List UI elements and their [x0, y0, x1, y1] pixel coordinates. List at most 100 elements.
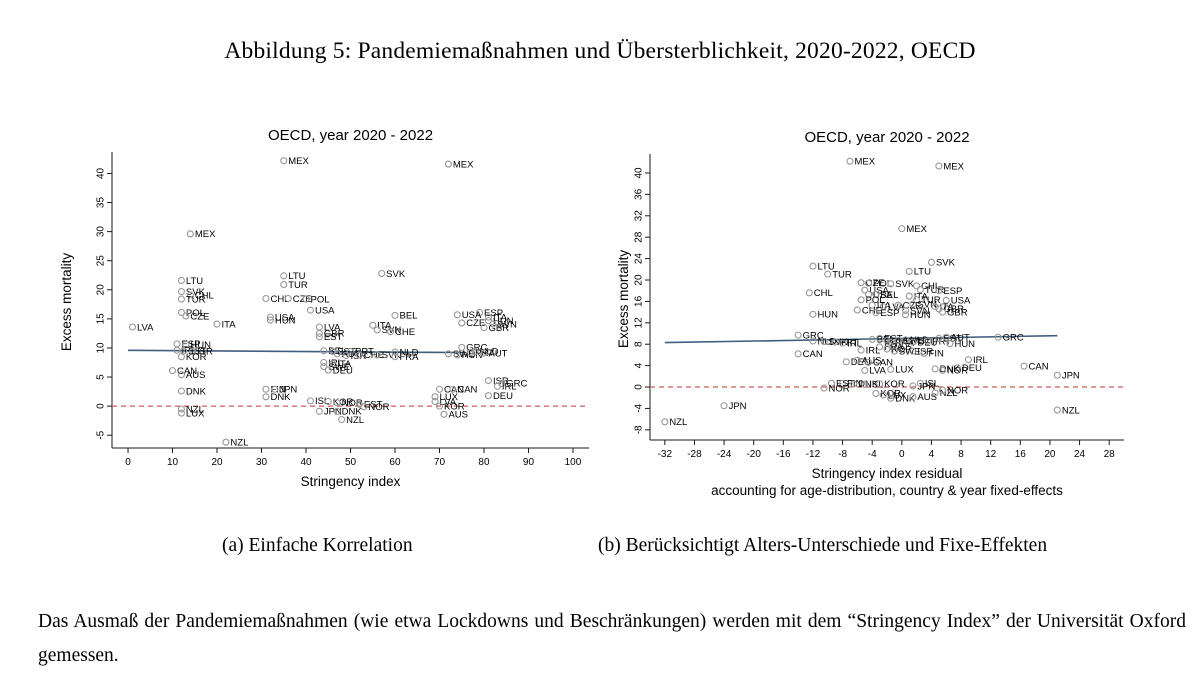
- data-point-marker: [905, 292, 913, 300]
- data-point-marker: [861, 380, 869, 388]
- data-point-marker: [916, 286, 924, 294]
- data-point-label: POL: [311, 294, 330, 305]
- x-tick-label: 28: [1104, 449, 1116, 460]
- data-point-marker: [935, 162, 943, 170]
- data-point-marker: [861, 286, 869, 294]
- data-point-label: KOR: [444, 401, 465, 412]
- data-point-marker: [484, 317, 492, 325]
- data-point-label: MEX: [943, 161, 964, 172]
- data-point-marker: [942, 333, 950, 341]
- data-point-marker: [484, 392, 492, 400]
- data-point-marker: [931, 389, 939, 397]
- data-point-label: DEU: [333, 365, 353, 376]
- data-point-marker: [909, 300, 917, 308]
- data-point-label: NLD: [480, 347, 499, 358]
- data-point-label: HUN: [275, 315, 296, 326]
- data-point-label: KOR: [884, 379, 905, 390]
- data-point-label: JPN: [1062, 371, 1080, 382]
- data-point-marker: [887, 365, 895, 373]
- data-point-label: MEX: [854, 157, 875, 168]
- data-point-label: AUS: [448, 410, 468, 421]
- data-point-label: BEL: [328, 346, 346, 357]
- data-point-label: ITA: [493, 312, 508, 323]
- data-point-label: TUR: [186, 294, 206, 305]
- y-tick-label: 20: [96, 284, 107, 296]
- data-point-label: EST: [324, 332, 343, 343]
- data-point-label: CZE: [903, 300, 922, 311]
- data-point-marker: [186, 230, 194, 238]
- data-point-marker: [315, 323, 323, 331]
- x-tick-label: -8: [838, 449, 847, 460]
- data-point-marker: [324, 366, 332, 374]
- data-point-marker: [355, 351, 363, 359]
- y-tick-label: 8: [634, 341, 645, 347]
- data-point-label: NOR: [342, 398, 363, 409]
- data-point-marker: [453, 311, 461, 319]
- data-point-marker: [839, 379, 847, 387]
- data-point-label: DEU: [962, 363, 982, 374]
- data-point-label: IRL: [847, 338, 862, 349]
- data-point-label: EST: [188, 346, 207, 357]
- y-tick-label: 5: [96, 374, 107, 380]
- data-point-marker: [458, 343, 466, 351]
- data-point-label: NOR: [829, 383, 850, 394]
- data-point-marker: [306, 306, 315, 314]
- data-point-marker: [916, 379, 924, 387]
- data-point-label: CHE: [862, 305, 882, 316]
- x-tick-label: 20: [1044, 449, 1056, 460]
- data-point-label: IRL: [502, 382, 517, 393]
- data-point-marker: [913, 296, 921, 304]
- data-point-marker: [1053, 371, 1061, 379]
- data-point-marker: [471, 347, 479, 355]
- y-tick-label: -8: [634, 425, 645, 434]
- data-point-marker: [315, 407, 323, 415]
- caption-a: (a) Einfache Korrelation: [222, 535, 413, 556]
- x-tick-label: 100: [565, 457, 582, 468]
- y-axis: -8 -4 0 4 8 12 16 20 24 28 32 36 40: [634, 154, 651, 440]
- data-point-marker: [1053, 406, 1061, 414]
- data-point-marker: [876, 380, 884, 388]
- data-point-marker: [182, 312, 190, 320]
- x-tick-label: 30: [256, 457, 268, 468]
- data-point-label: TUR: [925, 285, 945, 296]
- data-point-label: MEX: [453, 159, 474, 170]
- data-point-marker: [373, 351, 381, 359]
- data-point-label: GRC: [506, 379, 527, 390]
- data-point-marker: [320, 347, 328, 355]
- data-point-label: SWE: [903, 336, 925, 347]
- data-point-marker: [820, 337, 828, 346]
- data-point-label: GBR: [943, 304, 964, 315]
- data-point-label: AUS: [186, 370, 206, 381]
- data-point-label: DNK: [858, 379, 879, 390]
- data-point-marker: [333, 399, 341, 407]
- y-tick-label: 40: [96, 167, 107, 179]
- data-point-label: AUT: [488, 348, 507, 359]
- data-point-marker: [484, 313, 492, 321]
- data-point-marker: [360, 403, 368, 411]
- y-tick-label: 16: [634, 295, 645, 307]
- x-axis: 0 10 20 30 40 50 60 70 80 90 100: [112, 447, 589, 468]
- data-point-label: BEL: [877, 335, 895, 346]
- data-point-label: EST: [943, 334, 962, 345]
- data-point-label: DNK: [940, 364, 961, 375]
- data-point-label: JPN: [729, 401, 747, 412]
- data-point-label: AUS: [917, 392, 937, 403]
- data-point-marker: [431, 393, 439, 401]
- data-point-marker: [905, 267, 913, 275]
- data-point-label: LVA: [869, 366, 886, 377]
- data-point-label: LTU: [817, 261, 834, 272]
- data-point-label: LVA: [137, 322, 154, 333]
- x-tick-label: 8: [958, 449, 964, 460]
- data-point-label: CAN: [177, 366, 197, 377]
- data-point-marker: [901, 336, 910, 344]
- data-point-label: KOR: [333, 397, 354, 408]
- data-point-label: USA: [869, 285, 889, 296]
- data-point-label: ITA: [222, 319, 237, 330]
- data-point-marker: [901, 306, 910, 315]
- data-point-marker: [346, 347, 355, 355]
- data-point-marker: [894, 301, 902, 309]
- data-point-label: SWE: [453, 349, 475, 360]
- figure-note: Das Ausmaß der Pandemiemaßnahmen (wie et…: [38, 611, 1186, 666]
- data-point-marker: [222, 438, 230, 446]
